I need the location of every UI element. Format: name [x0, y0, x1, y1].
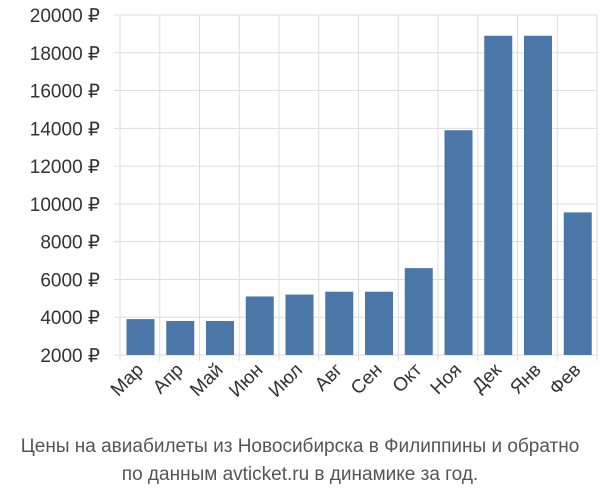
- bar-Июн: [245, 296, 274, 355]
- y-tick-label: 20000 ₽: [30, 6, 100, 27]
- bar-Июл: [285, 294, 314, 355]
- y-tick-label: 10000 ₽: [30, 195, 100, 216]
- bar-Окт: [404, 268, 433, 355]
- x-tick-label: Июл: [265, 360, 307, 402]
- bar-Мар: [126, 319, 155, 355]
- y-tick-label: 8000 ₽: [40, 233, 100, 254]
- y-tick-label: 12000 ₽: [30, 157, 100, 178]
- y-tick-label: 16000 ₽: [30, 82, 100, 103]
- x-tick-label: Ноя: [427, 360, 466, 399]
- bar-Фев: [563, 212, 592, 355]
- x-tick-label: Апр: [149, 360, 188, 399]
- y-tick-label: 4000 ₽: [40, 308, 100, 329]
- x-tick-label: Мар: [107, 360, 148, 401]
- bar-Апр: [166, 321, 195, 355]
- bar-Ноя: [444, 130, 473, 355]
- x-tick-label: Авг: [311, 360, 347, 396]
- x-tick-label: Май: [186, 360, 227, 401]
- bar-Янв: [524, 35, 552, 356]
- y-tick-label: 14000 ₽: [30, 119, 100, 140]
- x-tick-label: Июн: [225, 360, 267, 402]
- chart-caption-line-1: Цены на авиабилеты из Новосибирска в Фил…: [20, 436, 580, 457]
- x-tick-label: Сен: [347, 360, 386, 399]
- x-tick-label: Окт: [389, 359, 427, 397]
- x-tick-label: Янв: [506, 360, 545, 399]
- bar-Дек: [484, 35, 513, 356]
- x-tick-label: Фев: [546, 360, 586, 400]
- y-tick-label: 6000 ₽: [40, 270, 100, 291]
- chart-caption-line-2: по данным avticket.ru в динамике за год.: [121, 464, 479, 485]
- y-tick-label: 18000 ₽: [30, 44, 100, 65]
- y-tick-label: 2000 ₽: [40, 346, 100, 367]
- bar-Авг: [325, 291, 354, 355]
- bar-Сен: [365, 291, 393, 355]
- bar-Май: [206, 321, 234, 355]
- x-tick-label: Дек: [468, 359, 506, 397]
